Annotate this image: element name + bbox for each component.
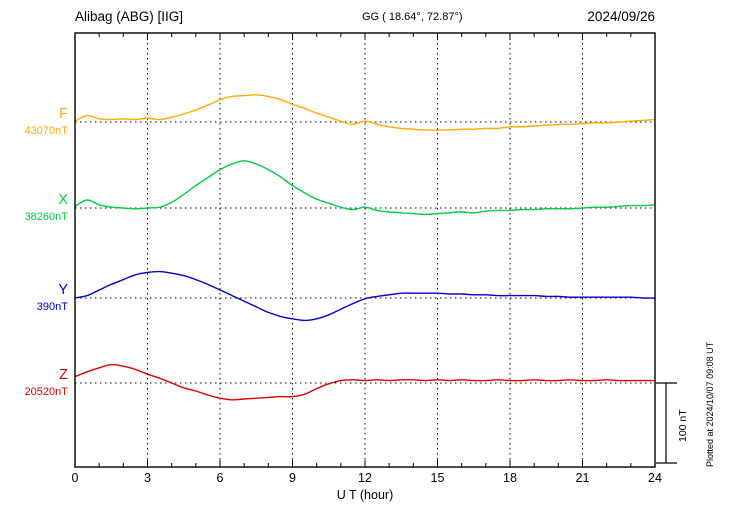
x-tick-label: 21	[576, 471, 590, 485]
x-tick-label: 3	[144, 471, 151, 485]
component-baseline-z: 20520nT	[24, 385, 68, 398]
series-line-Y	[74, 270, 656, 322]
plot-timestamp-note: Plotted at 2024/10/07 09:08 UT	[705, 341, 715, 467]
component-group-z: Z 20520nT	[24, 367, 68, 398]
geographic-coords: GG ( 18.64°, 72.87°)	[362, 11, 463, 23]
component-baseline-x: 38260nT	[24, 210, 68, 223]
component-baseline-y: 390nT	[36, 300, 68, 313]
date-label: 2024/09/26	[587, 9, 655, 24]
component-group-y: Y 390nT	[36, 282, 68, 313]
x-tick-label: 0	[72, 471, 79, 485]
series-line-F	[74, 94, 656, 131]
series-line-Z	[74, 363, 656, 401]
component-label-z: Z	[59, 367, 68, 383]
x-axis-title: U T (hour)	[336, 488, 394, 502]
component-label-x: X	[58, 192, 68, 208]
component-group-f: F 43070nT	[24, 106, 68, 137]
series-line-X	[74, 160, 656, 216]
plot-frame	[74, 32, 656, 468]
x-tick-label: 6	[217, 471, 224, 485]
component-label-f: F	[59, 106, 68, 122]
component-label-y: Y	[58, 282, 68, 298]
component-baseline-f: 43070nT	[24, 124, 68, 137]
x-tick-label: 12	[358, 471, 372, 485]
station-title: Alibag (ABG) [IIG]	[75, 9, 184, 24]
x-tick-label: 24	[648, 471, 662, 485]
scalebar-label: 100 nT	[677, 409, 689, 442]
x-tick-label: 9	[289, 471, 296, 485]
component-group-x: X 38260nT	[24, 192, 68, 223]
x-tick-label: 18	[503, 471, 517, 485]
x-tick-label: 15	[431, 471, 445, 485]
